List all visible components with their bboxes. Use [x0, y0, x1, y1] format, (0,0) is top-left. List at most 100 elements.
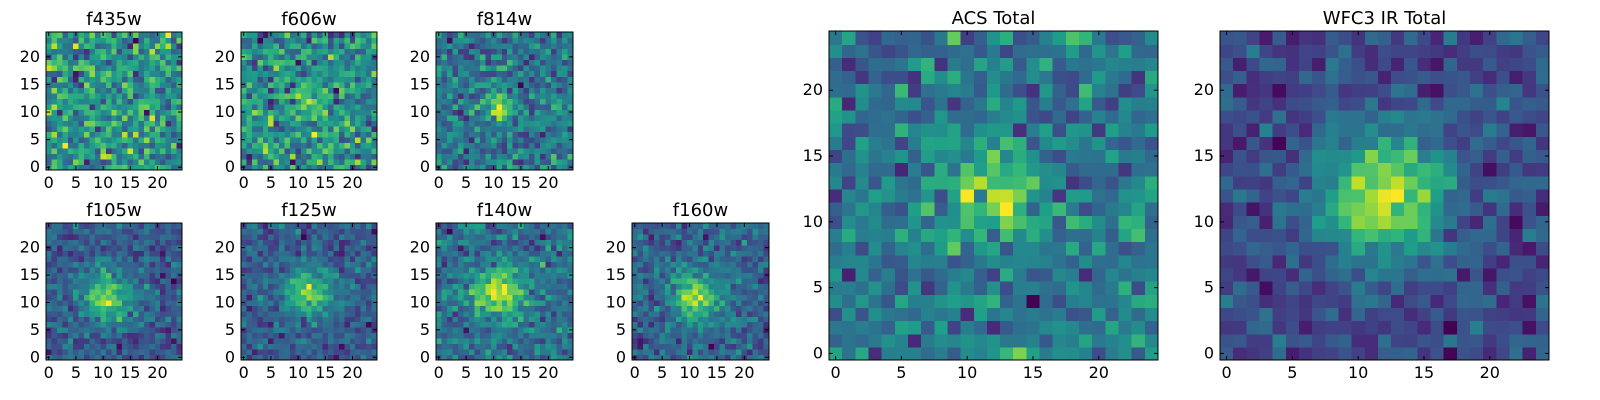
heatmap-cell	[268, 65, 275, 72]
heatmap-cell	[855, 320, 870, 335]
heatmap-cell	[736, 327, 743, 334]
heatmap-cell	[311, 59, 318, 66]
heatmap-cell	[551, 223, 558, 230]
heatmap-cell	[46, 250, 53, 257]
heatmap-cell	[474, 59, 481, 66]
heatmap-cell	[62, 255, 69, 262]
heatmap-cell	[338, 316, 345, 323]
heatmap-cell	[1079, 241, 1093, 256]
heatmap-cell	[338, 114, 345, 121]
heatmap-cell	[133, 81, 140, 88]
heatmap-cell	[73, 131, 80, 138]
heatmap-cell	[637, 310, 644, 317]
heatmap-cell	[333, 114, 340, 121]
heatmap-cell	[105, 87, 112, 94]
heatmap-cell	[512, 299, 519, 306]
heatmap-cell	[295, 114, 302, 121]
heatmap-cell	[457, 59, 464, 66]
heatmap-cell	[122, 255, 129, 262]
heatmap-cell	[463, 283, 470, 290]
heatmap-cell	[512, 354, 519, 361]
heatmap-cell	[562, 109, 569, 116]
heatmap-cell	[479, 48, 486, 55]
heatmap-cell	[116, 103, 123, 110]
heatmap-cell	[73, 153, 80, 160]
heatmap-cell	[289, 48, 296, 55]
heatmap-cell	[322, 70, 329, 77]
heatmap-cell	[567, 103, 574, 110]
heatmap-cell	[881, 346, 896, 361]
heatmap-cell	[567, 288, 574, 295]
heatmap-cell	[273, 81, 280, 88]
heatmap-cell	[692, 327, 699, 334]
heatmap-cell	[160, 332, 167, 339]
heatmap-cell	[703, 288, 710, 295]
heatmap-cell	[479, 294, 486, 301]
heatmap-cell	[1079, 228, 1093, 243]
heatmap-cell	[333, 223, 340, 230]
y-tick-label: 5	[616, 320, 626, 339]
heatmap-cell	[556, 109, 563, 116]
heatmap-cell	[328, 70, 335, 77]
heatmap-cell	[366, 250, 373, 257]
heatmap-cell	[829, 346, 843, 361]
heatmap-cell	[295, 288, 302, 295]
heatmap-cell	[637, 244, 644, 251]
heatmap-cell	[94, 103, 101, 110]
heatmap-cell	[100, 109, 107, 116]
heatmap-cell	[648, 261, 655, 268]
heatmap-cell	[306, 305, 313, 312]
heatmap-cell	[907, 149, 922, 164]
heatmap-cell	[485, 125, 492, 132]
heatmap-cell	[468, 65, 475, 72]
heatmap-cell	[562, 244, 569, 251]
heatmap-cell	[907, 281, 922, 295]
heatmap-cell	[262, 305, 269, 312]
heatmap-cell	[479, 321, 486, 328]
heatmap-cell	[452, 142, 459, 149]
heatmap-cell	[1092, 254, 1106, 269]
heatmap-cell	[333, 266, 340, 273]
heatmap-cell	[512, 288, 519, 295]
heatmap-cell	[257, 294, 264, 301]
heatmap-cell	[501, 92, 508, 99]
heatmap-cell	[268, 343, 275, 350]
heatmap-cell	[143, 338, 150, 345]
heatmap-cell	[251, 277, 258, 284]
heatmap-cell	[306, 223, 313, 230]
heatmap-cell	[100, 87, 107, 94]
heatmap-cell	[485, 81, 492, 88]
heatmap-cell	[344, 266, 351, 273]
heatmap-cell	[670, 261, 677, 268]
heatmap-cell	[881, 320, 896, 335]
heatmap-cell	[338, 76, 345, 83]
heatmap-cell	[360, 87, 367, 94]
heatmap-cell	[176, 228, 183, 235]
heatmap-cell	[127, 59, 134, 66]
heatmap-cell	[736, 228, 743, 235]
heatmap-cell	[111, 48, 118, 55]
heatmap-cell	[62, 70, 69, 77]
heatmap-cell	[436, 338, 443, 345]
heatmap-cell	[94, 316, 101, 323]
heatmap-cell	[338, 81, 345, 88]
heatmap-cell	[452, 76, 459, 83]
heatmap-cell	[138, 120, 145, 127]
heatmap-cell	[317, 158, 324, 166]
heatmap-cell	[725, 343, 732, 350]
heatmap-cell	[328, 261, 335, 268]
heatmap-cell	[279, 283, 286, 290]
heatmap-cell	[62, 153, 69, 160]
heatmap-cell	[529, 266, 536, 273]
heatmap-cell	[165, 294, 172, 301]
heatmap-cell	[562, 103, 569, 110]
heatmap-cell	[273, 125, 280, 132]
heatmap-cell	[273, 310, 280, 317]
heatmap-cell	[344, 228, 351, 235]
heatmap-cell	[241, 37, 248, 44]
heatmap-cell	[279, 343, 286, 350]
heatmap-cell	[436, 142, 443, 149]
heatmap-cell	[452, 354, 459, 361]
heatmap-cell	[719, 239, 726, 246]
heatmap-cell	[349, 261, 356, 268]
